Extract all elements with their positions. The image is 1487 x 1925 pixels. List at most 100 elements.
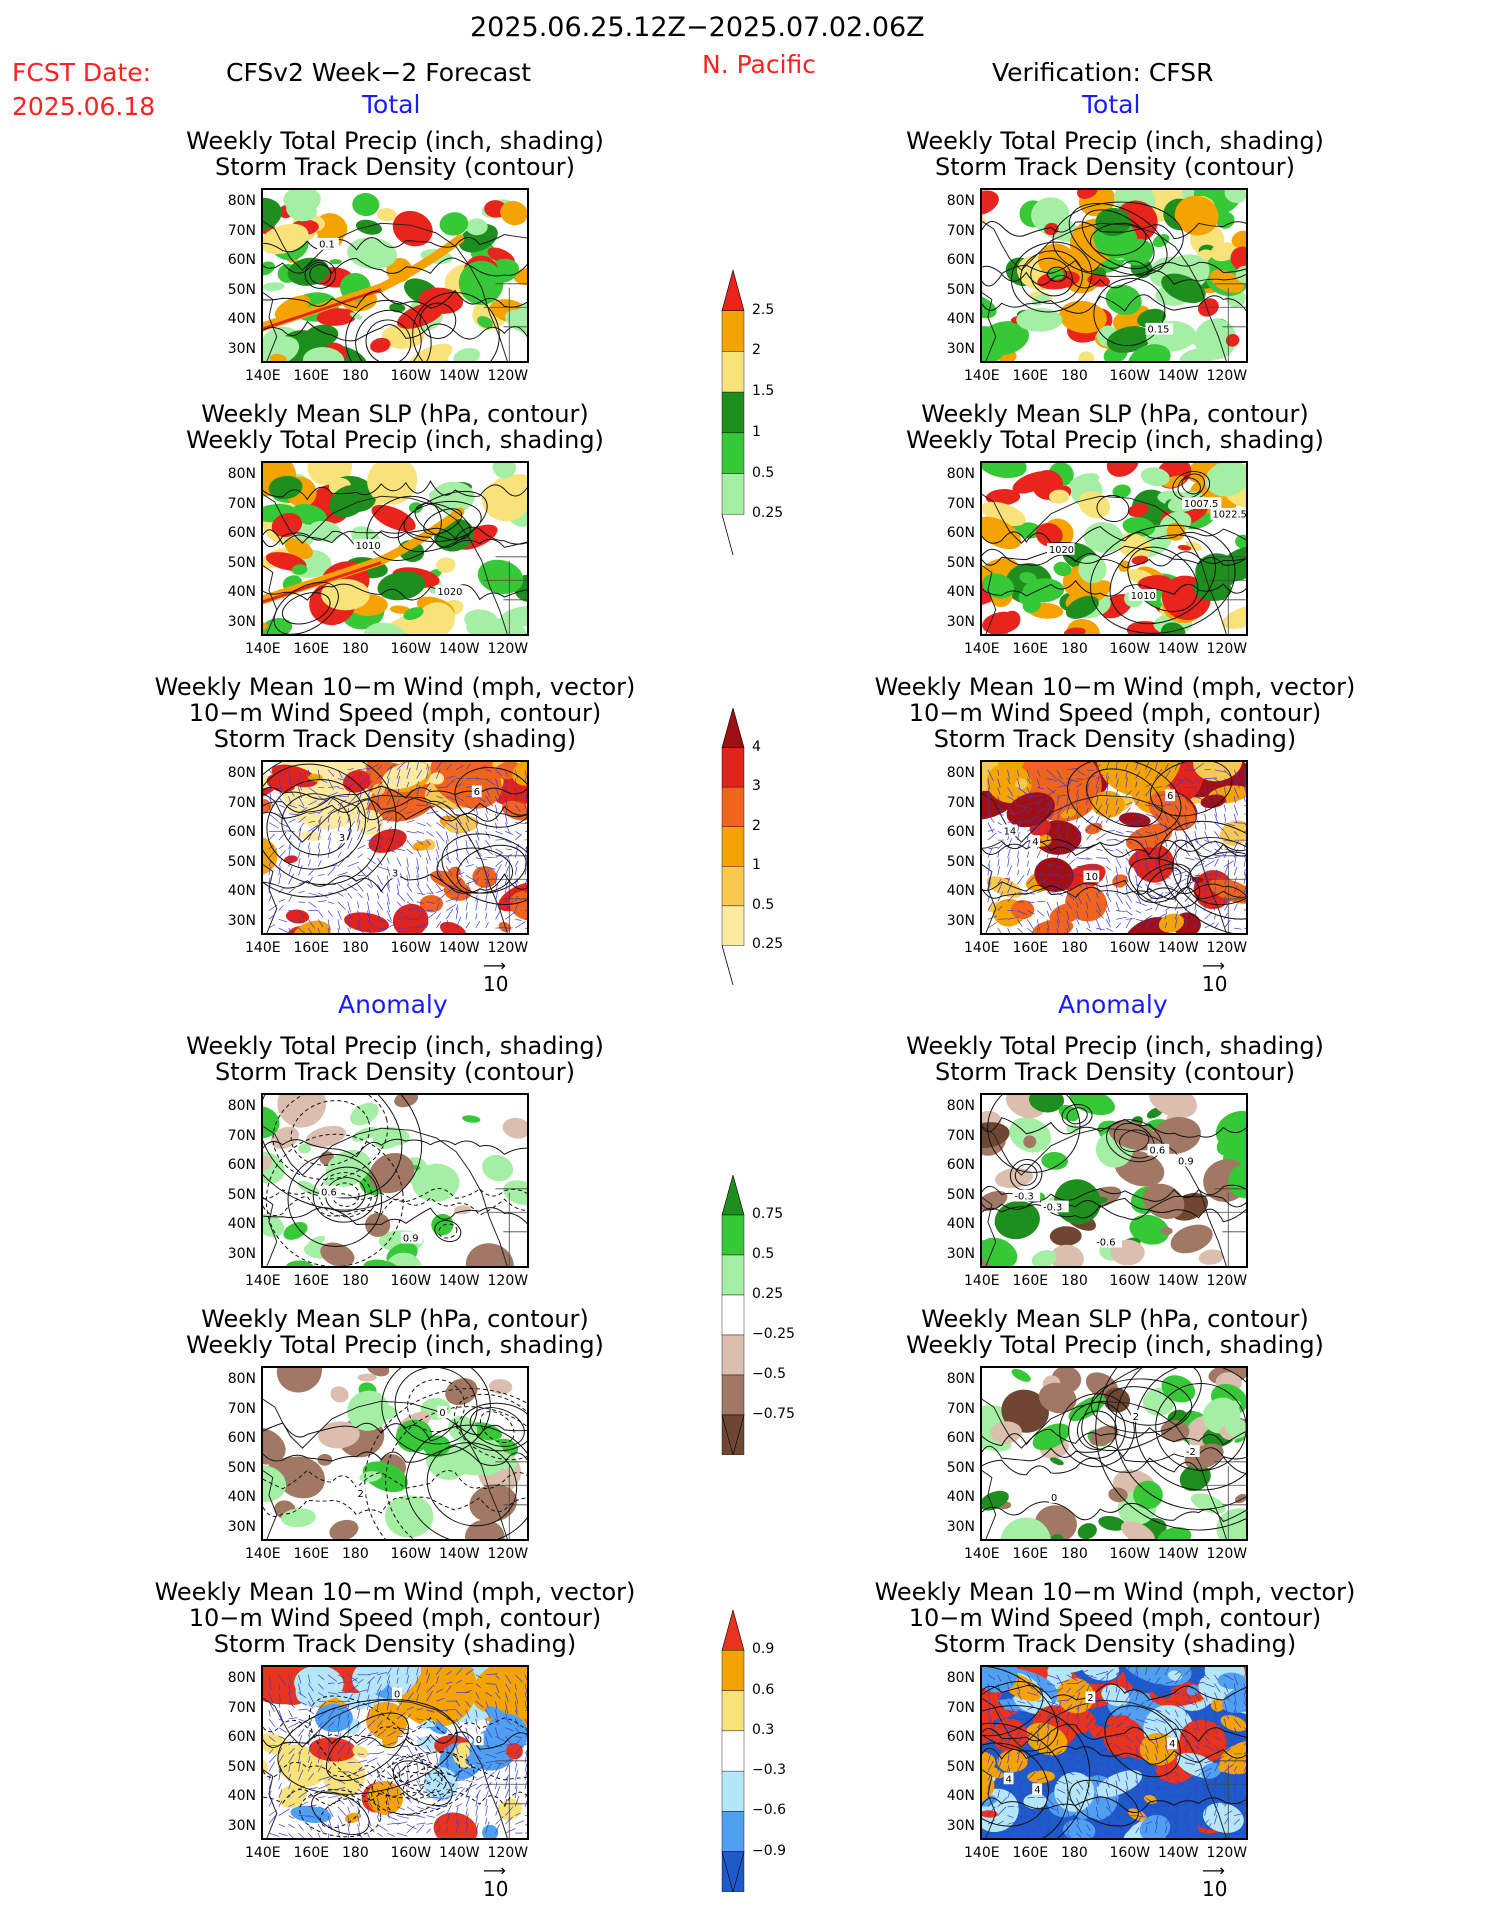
wind-vector (386, 1667, 392, 1675)
wind-vector (357, 892, 363, 899)
shading-region (268, 475, 303, 500)
wind-vector (1155, 848, 1158, 857)
wind-vector (1105, 866, 1112, 871)
wind-vector (987, 796, 990, 804)
panel-title-line: Weekly Total Precip (inch, shading) (186, 1331, 604, 1359)
wind-vector (377, 1824, 389, 1832)
wind-vector (1194, 857, 1206, 863)
wind-vector (1026, 860, 1029, 867)
wind-vector (465, 1736, 468, 1743)
wind-vector (307, 848, 311, 858)
wind-vector (327, 1743, 331, 1755)
contour-label-bg (390, 866, 400, 879)
wind-vector (337, 1787, 346, 1790)
wind-vector (377, 765, 383, 771)
contour-label: -0.3 (1015, 1192, 1034, 1203)
wind-vector (308, 787, 319, 795)
shading-region (1122, 238, 1154, 266)
contour-label-bg (1181, 497, 1222, 509)
wind-vector (1243, 778, 1246, 790)
wind-vector (987, 1819, 996, 1825)
wind-vector (406, 1806, 415, 1812)
lon-tick-label: 140W (439, 1273, 480, 1289)
lat-tick-label: 80N (227, 1371, 256, 1387)
lat-tick-label: 70N (946, 794, 975, 811)
coastline (982, 493, 1227, 634)
wind-vector (485, 1727, 493, 1739)
wind-vector (505, 1762, 510, 1772)
wind-vector (1056, 851, 1062, 858)
wind-vector (1125, 884, 1128, 893)
wind-vector (1046, 901, 1052, 912)
wind-vector (524, 839, 527, 841)
contour-line (982, 294, 1246, 314)
wind-vector (1086, 1728, 1089, 1737)
wind-vector (1056, 1679, 1070, 1684)
shading-region (1231, 230, 1246, 248)
period-title: 2025.06.25.12Z−2025.07.02.06Z (470, 12, 925, 43)
wind-vector (308, 869, 314, 876)
wind-vector (1224, 1709, 1230, 1719)
wind-vector (1125, 763, 1128, 770)
wind-vector (268, 1780, 273, 1790)
wind-vector (1194, 778, 1200, 783)
wind-vector (1056, 796, 1060, 806)
shading-region (1112, 484, 1131, 499)
contour-line (263, 1138, 527, 1158)
wind-vector (376, 1675, 382, 1684)
wind-vector (1145, 767, 1152, 779)
wind-vector (1145, 1687, 1151, 1693)
contour-label: 1022.5 (1213, 510, 1246, 521)
wind-vector (357, 910, 361, 918)
wind-vector (1115, 875, 1118, 884)
contour-label: 2 (1133, 1412, 1139, 1423)
wind-vector (396, 1797, 400, 1805)
shading-region (330, 1386, 349, 1403)
wind-vector (347, 837, 353, 850)
panel-title-line: Storm Track Density (shading) (213, 725, 577, 753)
wind-vector (327, 1794, 341, 1799)
wind-vector (347, 927, 351, 933)
shading-region (284, 538, 313, 559)
wind-vector (455, 831, 458, 839)
wind-vector (1194, 863, 1205, 867)
wind-vector (278, 1683, 281, 1691)
wind-vector (1086, 1708, 1092, 1719)
wind-vector (1135, 918, 1145, 922)
wind-vector (987, 846, 999, 850)
wind-vector (426, 1828, 432, 1834)
wind-vector (1096, 927, 1105, 931)
wind-vector (308, 901, 317, 908)
wind-vector (475, 1709, 478, 1718)
wind-vector (396, 892, 406, 902)
wind-vector (367, 1719, 376, 1728)
wind-vector (327, 1708, 335, 1719)
contour-line (263, 1731, 527, 1750)
contour-line (1095, 1368, 1246, 1531)
wind-vector (416, 913, 424, 920)
wind-vector (1234, 822, 1245, 824)
contour-line (272, 1095, 389, 1180)
shading-region (1048, 268, 1064, 280)
wind-vector (1076, 1684, 1086, 1693)
wind-vector (1224, 1810, 1233, 1816)
wind-vector (1233, 804, 1239, 816)
contour-line (982, 1445, 1246, 1463)
wind-vector (505, 1758, 512, 1764)
wind-vector (475, 1683, 481, 1688)
lat-tick-label: 30N (227, 1518, 256, 1535)
wind-vector (1017, 1709, 1027, 1714)
colorbar-cap (721, 1414, 745, 1457)
panel-title-line: Storm Track Density (contour) (934, 1058, 1296, 1086)
contour-line (479, 1410, 515, 1444)
colorbar-label: 3 (752, 778, 761, 795)
colorbar-segment (721, 432, 745, 474)
wind-vector (495, 903, 498, 911)
wind-vector (1135, 1780, 1141, 1791)
wind-vector (376, 1720, 383, 1728)
colorbar-label: −0.5 (752, 1366, 786, 1382)
wind-vector (376, 785, 382, 797)
wind-vector (1076, 1719, 1080, 1728)
shading-region (1041, 1151, 1069, 1170)
wind-vector (475, 857, 487, 861)
